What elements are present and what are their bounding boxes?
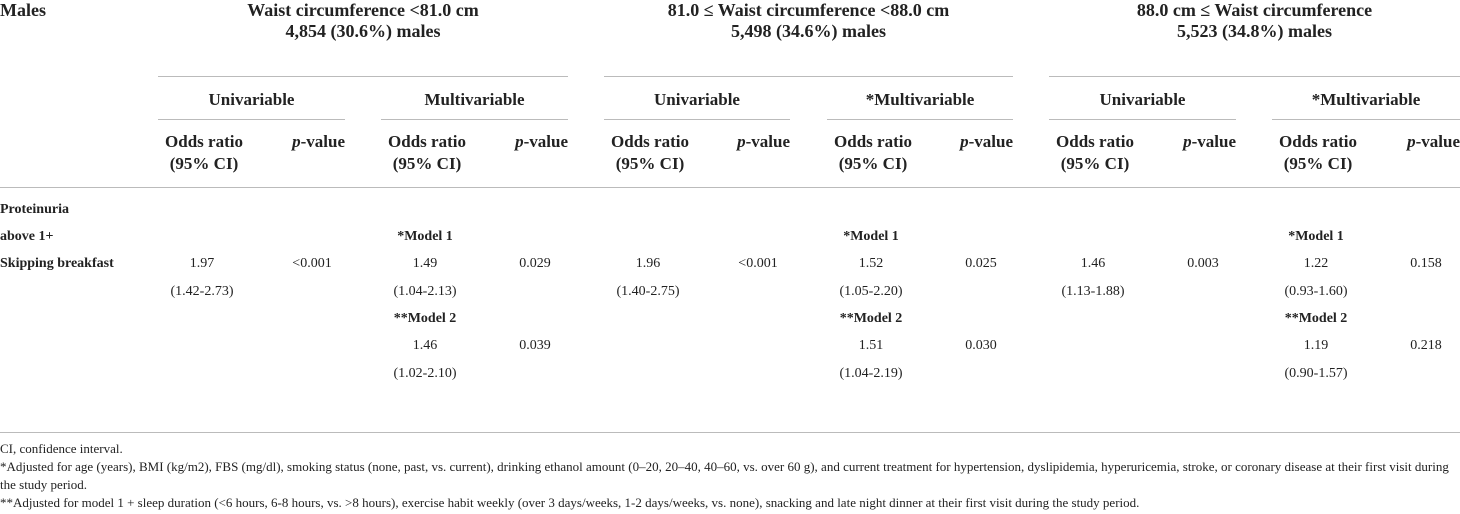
- odds-ratio: 1.19: [1303, 338, 1329, 353]
- col-ci: (95% CI): [838, 154, 908, 173]
- col-odds-ratio: Odds ratio: [165, 132, 243, 151]
- odds-ratio: 1.49: [412, 256, 438, 271]
- col-odds-ratio: Odds ratio: [388, 132, 466, 151]
- p-value: 0.218: [1410, 338, 1442, 353]
- col-odds-ratio: Odds ratio: [1056, 132, 1134, 151]
- p-italic: p: [1407, 132, 1416, 151]
- p-value: 0.039: [519, 338, 551, 353]
- model-label: **Model 2: [393, 311, 457, 326]
- rule: [158, 119, 345, 120]
- col-p-value: p-value: [1407, 132, 1460, 152]
- footnote: *Adjusted for age (years), BMI (kg/m2), …: [0, 459, 1449, 492]
- p-italic: p: [515, 132, 524, 151]
- odds-ratio: 1.97: [189, 256, 215, 271]
- sub-heading: Univariable: [654, 90, 740, 109]
- rule: [158, 76, 568, 77]
- col-odds-ratio: Odds ratio: [611, 132, 689, 151]
- odds-ratio: 1.22: [1303, 256, 1329, 271]
- p-italic: p: [1183, 132, 1192, 151]
- col-odds-ratio: Odds ratio: [834, 132, 912, 151]
- footnote: **Adjusted for model 1 + sleep duration …: [0, 495, 1140, 510]
- col-ci: (95% CI): [1283, 154, 1353, 173]
- p-value: 0.158: [1410, 256, 1442, 271]
- p-value: 0.025: [965, 256, 997, 271]
- col-ci: (95% CI): [615, 154, 685, 173]
- odds-ratio: 1.52: [858, 256, 884, 271]
- col-ci: (95% CI): [169, 154, 239, 173]
- p-value: <0.001: [738, 256, 778, 271]
- sub-heading: *Multivariable: [865, 90, 975, 109]
- footnote: CI, confidence interval.: [0, 441, 123, 456]
- model-label: *Model 1: [1288, 229, 1344, 244]
- rule: [604, 76, 1013, 77]
- rule: [1272, 119, 1460, 120]
- sub-heading: *Multivariable: [1311, 90, 1421, 109]
- sub-heading: Univariable: [1099, 90, 1186, 109]
- col-p-value: p-value: [737, 132, 790, 152]
- rule: [381, 119, 568, 120]
- row-title: Males: [0, 0, 46, 20]
- col-odds-ratio: Odds ratio: [1279, 132, 1357, 151]
- group-title: 88.0 cm ≤ Waist circumference: [1136, 0, 1373, 20]
- ci: (1.04-2.13): [393, 284, 457, 299]
- col-p-value: p-value: [1183, 132, 1236, 152]
- p-italic: p: [292, 132, 301, 151]
- rule: [604, 119, 790, 120]
- rule: [0, 432, 1460, 433]
- p-rest: -value: [523, 132, 568, 151]
- row-label: Skipping breakfast: [0, 256, 114, 271]
- ci: (1.40-2.75): [616, 284, 680, 299]
- p-rest: -value: [1191, 132, 1236, 151]
- ci: (1.42-2.73): [170, 284, 234, 299]
- p-rest: -value: [300, 132, 345, 151]
- col-ci: (95% CI): [1060, 154, 1130, 173]
- p-value: <0.001: [292, 256, 332, 271]
- group-count: 5,523 (34.8%) males: [1177, 21, 1332, 41]
- group-count: 4,854 (30.6%) males: [285, 21, 441, 41]
- col-p-value: p-value: [960, 132, 1013, 152]
- ci: (0.93-1.60): [1284, 284, 1348, 299]
- ci: (0.90-1.57): [1284, 366, 1348, 381]
- col-p-value: p-value: [292, 132, 345, 152]
- odds-ratio: 1.96: [635, 256, 661, 271]
- p-rest: -value: [745, 132, 790, 151]
- rule: [0, 187, 1460, 188]
- odds-ratio: 1.46: [1080, 256, 1106, 271]
- odds-ratio: 1.51: [858, 338, 884, 353]
- sub-heading: Multivariable: [424, 90, 525, 109]
- model-label: **Model 2: [839, 311, 903, 326]
- group-title: Waist circumference <81.0 cm: [247, 0, 479, 20]
- col-p-value: p-value: [515, 132, 568, 152]
- footnotes: CI, confidence interval. *Adjusted for ag…: [0, 440, 1460, 512]
- ci: (1.02-2.10): [393, 366, 457, 381]
- p-value: 0.003: [1187, 256, 1219, 271]
- p-value: 0.029: [519, 256, 551, 271]
- row-label: Proteinuria: [0, 202, 69, 217]
- row-label: above 1+: [0, 229, 54, 244]
- p-italic: p: [737, 132, 746, 151]
- rule: [1049, 119, 1236, 120]
- ci: (1.04-2.19): [839, 366, 903, 381]
- rule: [827, 119, 1013, 120]
- model-label: **Model 2: [1284, 311, 1348, 326]
- ci: (1.13-1.88): [1061, 284, 1125, 299]
- p-rest: -value: [968, 132, 1013, 151]
- p-rest: -value: [1415, 132, 1460, 151]
- group-count: 5,498 (34.6%) males: [731, 21, 886, 41]
- sub-heading: Univariable: [208, 90, 295, 109]
- model-label: *Model 1: [397, 229, 453, 244]
- ci: (1.05-2.20): [839, 284, 903, 299]
- p-value: 0.030: [965, 338, 997, 353]
- odds-ratio: 1.46: [412, 338, 438, 353]
- group-title: 81.0 ≤ Waist circumference <88.0 cm: [667, 0, 950, 20]
- rule: [1049, 76, 1460, 77]
- model-label: *Model 1: [843, 229, 899, 244]
- col-ci: (95% CI): [392, 154, 462, 173]
- p-italic: p: [960, 132, 969, 151]
